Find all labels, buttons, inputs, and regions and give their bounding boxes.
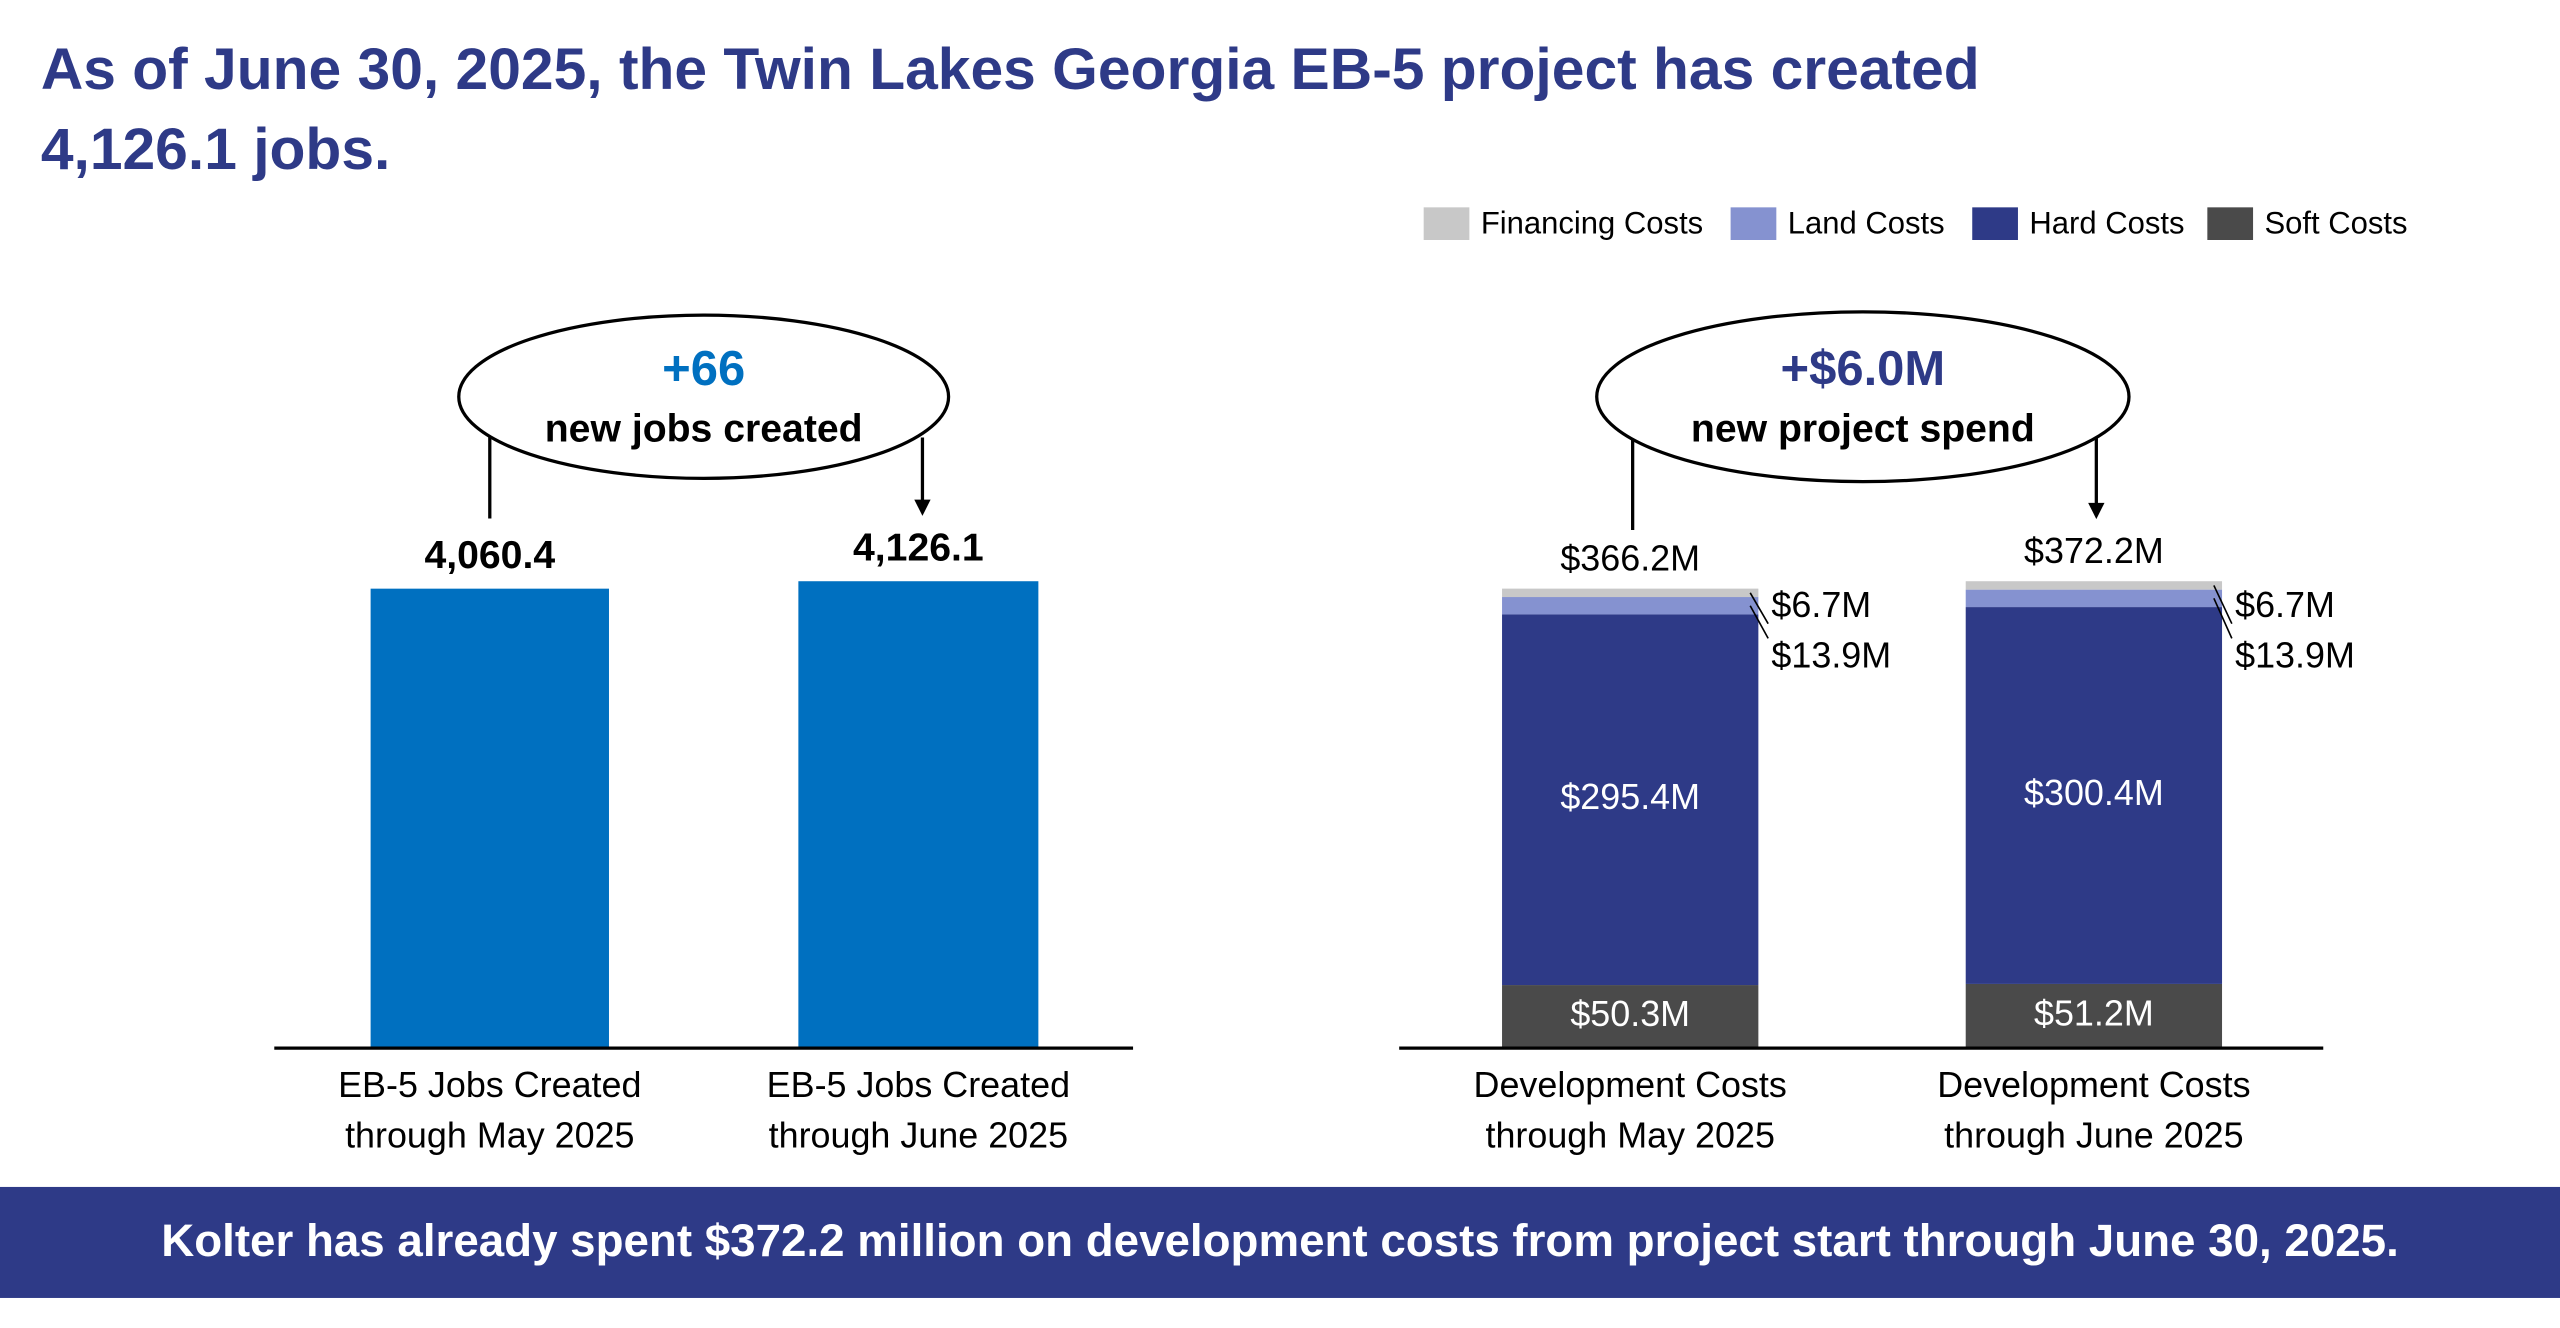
- bar: [798, 581, 1039, 1049]
- bar: [370, 588, 609, 1049]
- callout: [457, 313, 951, 480]
- leader-line: [2213, 585, 2233, 625]
- x-tick-label: through May 2025: [345, 1114, 634, 1155]
- arrowhead: [914, 499, 931, 516]
- title-line: 4,126.1 jobs.: [41, 117, 391, 182]
- bar-segment: [1502, 588, 1759, 598]
- segment-label: $51.2M: [2034, 993, 2154, 1034]
- callout-headline: +$6.0M: [1781, 342, 1946, 396]
- x-tick-label: EB-5 Jobs Created: [338, 1064, 641, 1105]
- x-tick-label: Development Costs: [1474, 1064, 1787, 1105]
- segment-label: $6.7M: [1771, 584, 1871, 625]
- callout-text: new jobs created: [545, 407, 863, 450]
- title-line: As of June 30, 2025, the Twin Lakes Geor…: [41, 37, 1980, 102]
- bar-segment: [1502, 597, 1759, 615]
- callout-text: new project spend: [1691, 407, 2035, 450]
- x-tick-label: through May 2025: [1485, 1114, 1774, 1155]
- segment-label: $300.4M: [2024, 772, 2164, 813]
- legend-label: Soft Costs: [2264, 205, 2407, 240]
- bar-segment: [1965, 983, 2223, 1049]
- legend-label: Land Costs: [1788, 205, 1945, 240]
- legend-label: Financing Costs: [1481, 205, 1703, 240]
- x-tick-label: EB-5 Jobs Created: [767, 1064, 1070, 1105]
- segment-label: $50.3M: [1570, 993, 1690, 1034]
- legend-swatch: [2207, 207, 2254, 240]
- segment-label: $6.7M: [2235, 584, 2335, 625]
- legend-swatch: [1730, 207, 1777, 240]
- value-label: 4,126.1: [853, 527, 984, 570]
- total-label: $366.2M: [1560, 537, 1700, 578]
- bar-segment: [1965, 581, 2223, 590]
- arrowhead: [2088, 502, 2105, 520]
- x-tick-label: Development Costs: [1937, 1064, 2250, 1105]
- legend-swatch: [1423, 207, 1470, 240]
- x-tick-label: through June 2025: [1944, 1114, 2243, 1155]
- footer-banner: [0, 1186, 2560, 1298]
- bar-segment: [1502, 985, 1759, 1049]
- total-label: $372.2M: [2024, 530, 2164, 571]
- legend-swatch: [1972, 207, 2018, 240]
- bar-segment: [1965, 607, 2223, 984]
- callout: [1595, 310, 2131, 484]
- bar-segment: [1965, 589, 2223, 608]
- bar-segment: [1502, 614, 1759, 986]
- leader-line: [1749, 605, 1769, 639]
- legend-label: Hard Costs: [2029, 205, 2184, 240]
- segment-label: $13.9M: [2235, 634, 2355, 675]
- callout-headline: +66: [662, 342, 745, 396]
- x-tick-label: through June 2025: [769, 1114, 1068, 1155]
- leader-line: [2213, 598, 2233, 639]
- segment-label: $13.9M: [1771, 634, 1891, 675]
- value-label: 4,060.4: [424, 534, 555, 577]
- segment-label: $295.4M: [1560, 776, 1700, 817]
- footer-text: Kolter has already spent $372.2 million …: [161, 1215, 2399, 1266]
- leader-line: [1749, 592, 1769, 625]
